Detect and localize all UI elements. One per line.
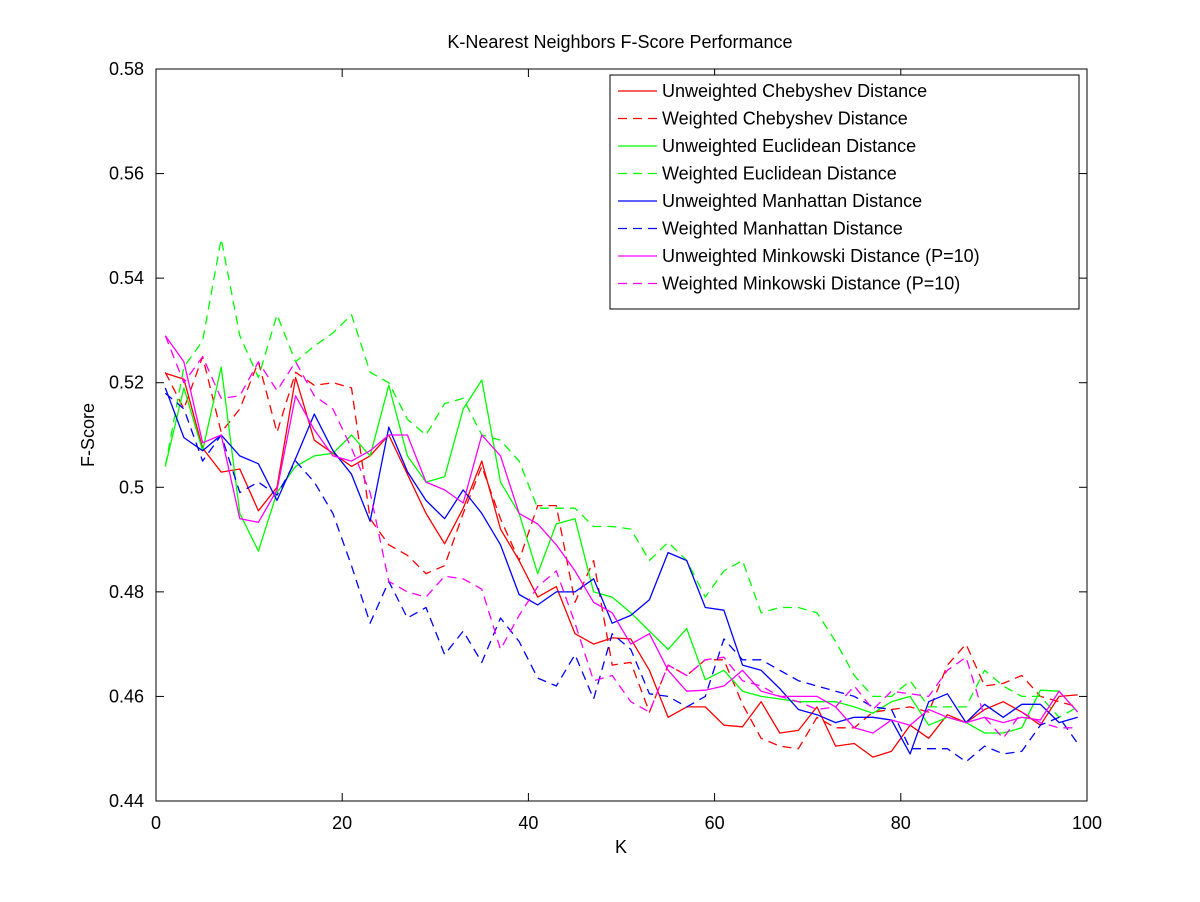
legend-label-2: Weighted Chebyshev Distance (662, 109, 908, 129)
y-tick-label: 0.48 (109, 582, 144, 602)
legend-label-1: Unweighted Chebyshev Distance (662, 81, 927, 101)
axis-ticks: 0 20 40 60 80 100 0.44 0.46 0.48 0.5 0.52 0.54 0.56 0… (109, 59, 1102, 833)
y-axis-label: F-Score (78, 403, 98, 467)
y-tick-label: 0.44 (109, 791, 144, 811)
x-axis-label: K (615, 837, 627, 857)
series-line-4 (164, 238, 1079, 718)
plot-series (164, 238, 1079, 763)
x-tick-label: 0 (151, 813, 161, 833)
x-tick-label: 100 (1072, 813, 1102, 833)
legend-box (609, 74, 1080, 310)
x-tick-label: 80 (891, 813, 911, 833)
y-tick-label: 0.52 (109, 373, 144, 393)
legend: Unweighted Chebyshev Distance Weighted Ch… (609, 74, 1080, 310)
legend-label-3: Unweighted Euclidean Distance (662, 136, 916, 156)
series-line-8 (164, 335, 1078, 739)
legend-label-5: Unweighted Manhattan Distance (662, 191, 922, 211)
legend-label-4: Weighted Euclidean Distance (662, 164, 897, 184)
legend-label-7: Unweighted Minkowski Distance (P=10) (662, 246, 980, 266)
chart-title: K-Nearest Neighbors F-Score Performance (447, 32, 792, 52)
y-tick-label: 0.46 (109, 686, 144, 706)
y-tick-label: 0.58 (109, 59, 144, 79)
series-line-7 (164, 335, 1079, 734)
series-line-5 (164, 387, 1078, 755)
legend-label-8: Weighted Minkowski Distance (P=10) (662, 274, 960, 294)
y-tick-label: 0.56 (109, 164, 144, 184)
series-line-3 (164, 366, 1079, 734)
x-tick-label: 40 (518, 813, 538, 833)
series-line-1 (165, 372, 1078, 758)
series-line-6 (164, 392, 1079, 763)
plot-frame (155, 68, 1088, 802)
x-tick-label: 20 (332, 813, 352, 833)
x-tick-label: 60 (705, 813, 725, 833)
y-tick-label: 0.5 (119, 477, 144, 497)
legend-label-6: Weighted Manhattan Distance (662, 219, 903, 239)
y-tick-label: 0.54 (109, 268, 144, 288)
